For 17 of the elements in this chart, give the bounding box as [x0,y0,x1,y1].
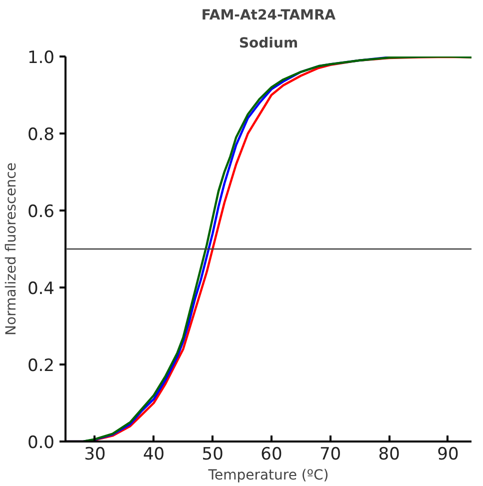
x-axis-title: Temperature (ºC) [207,468,329,484]
chart-subtitle: Sodium [238,36,298,52]
y-tick-label: 0.8 [27,125,55,145]
x-tick-label: 60 [260,444,282,464]
y-tick-label: 1.0 [27,48,55,68]
y-axis-title: Normalized fluorescence [3,162,20,336]
chart-title: FAM-At24-TAMRA [201,8,336,24]
x-tick-label: 30 [84,444,106,464]
y-tick-label: 0.6 [27,202,55,222]
y-tick-label: 0.2 [27,356,55,376]
y-tick-label: 0.0 [27,433,55,453]
x-tick-label: 50 [202,444,224,464]
x-tick-label: 70 [319,444,342,464]
y-tick-label: 0.4 [27,279,55,299]
x-tick-label: 80 [378,444,400,464]
x-tick-label: 90 [437,444,459,464]
x-tick-label: 40 [142,444,165,464]
